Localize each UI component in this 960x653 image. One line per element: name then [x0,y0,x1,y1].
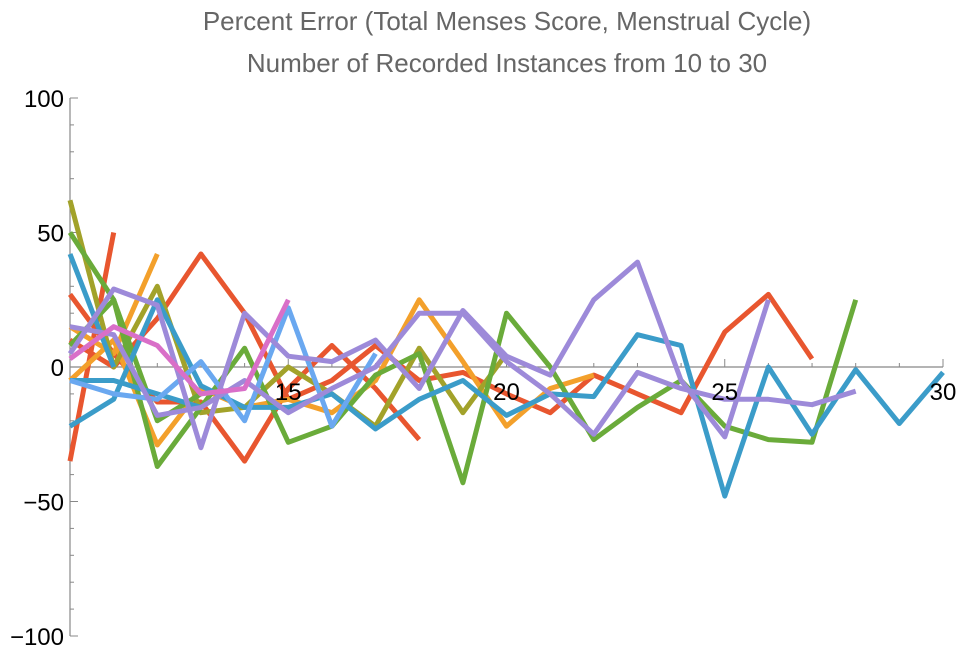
x-tick-label: 25 [711,379,738,406]
y-tick-label: 100 [24,86,64,113]
x-tick-label: 30 [930,379,957,406]
y-tick-label: −100 [10,624,64,651]
series-line-4 [68,297,595,448]
x-tick-label: 20 [493,379,520,406]
chart-subtitle: Number of Recorded Instances from 10 to … [247,48,767,78]
series-line-10 [70,378,202,410]
chart-title: Percent Error (Total Menses Score, Menst… [203,6,811,36]
x-tick-label: 15 [275,379,302,406]
y-tick-label: 0 [51,355,64,382]
series-line-11 [67,253,117,368]
series-line-15 [68,298,291,397]
y-tick-label: 50 [37,221,64,248]
series-line-14 [69,310,857,437]
axes [69,97,944,637]
series-line-13 [67,259,771,451]
series-lines [67,199,945,499]
y-tick-label: −50 [23,490,64,517]
tick-labels: −100 −50 0 50 100 15 20 25 30 [10,86,956,651]
series-line-6 [67,199,509,429]
